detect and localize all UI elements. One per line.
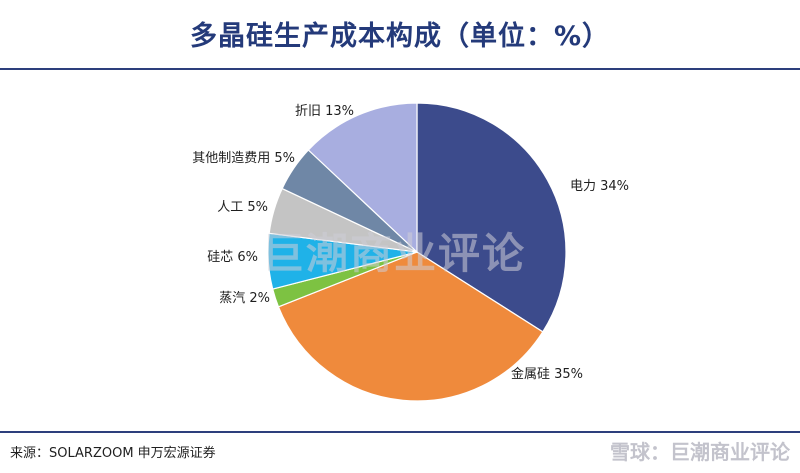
slice-label-5: 人工 5% xyxy=(217,200,268,215)
slice-value: 6% xyxy=(237,250,258,265)
footer-watermark: 雪球：巨潮商业评论 xyxy=(610,440,790,464)
chart-title: 多晶硅生产成本构成（单位：%） xyxy=(189,21,611,52)
slice-value: 35% xyxy=(554,367,583,382)
watermark-text: 巨潮商业评论 xyxy=(262,229,527,278)
footer-divider xyxy=(0,431,800,433)
pie-slice-7 xyxy=(307,102,418,254)
slice-value: 5% xyxy=(247,200,268,215)
pie-slice-1 xyxy=(416,102,567,333)
slice-label-7: 折旧 13% xyxy=(295,104,354,119)
slice-name: 其他制造费用 xyxy=(192,151,274,166)
slice-name: 人工 xyxy=(217,200,247,215)
slice-name: 电力 xyxy=(570,179,600,194)
slice-value: 5% xyxy=(274,151,295,166)
slice-label-3: 蒸汽 2% xyxy=(219,291,270,306)
pie-slice-2 xyxy=(277,251,544,402)
source-note: 来源：SOLARZOOM 申万宏源证券 xyxy=(10,446,216,461)
slice-value: 34% xyxy=(600,179,629,194)
slice-value: 13% xyxy=(325,104,354,119)
slice-name: 折旧 xyxy=(295,104,325,119)
pie-labels: 电力 34%金属硅 35%蒸汽 2%硅芯 6%人工 5%其他制造费用 5%折旧 … xyxy=(192,104,629,382)
slice-label-6: 其他制造费用 5% xyxy=(192,151,295,166)
slice-label-2: 金属硅 35% xyxy=(511,366,583,382)
title-divider xyxy=(0,68,800,70)
slice-value: 2% xyxy=(249,291,270,306)
pie-slices xyxy=(267,102,567,402)
slice-label-4: 硅芯 6% xyxy=(207,250,258,265)
slice-name: 金属硅 xyxy=(511,366,554,382)
slice-name: 蒸汽 xyxy=(219,291,249,306)
slice-name: 硅芯 xyxy=(207,250,237,265)
slice-label-1: 电力 34% xyxy=(570,179,629,194)
